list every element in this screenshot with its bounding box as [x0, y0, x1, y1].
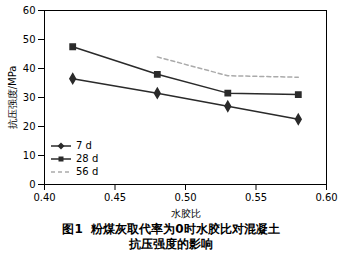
svg-text:水胶比: 水胶比 [171, 208, 201, 219]
svg-text:0.55: 0.55 [245, 192, 267, 203]
html-text:56 d: 56 d [76, 166, 99, 177]
svg-text:0: 0 [29, 179, 35, 190]
svg-text:50: 50 [23, 34, 36, 45]
html-text:图1 粉煤灰取代率为0时水胶比对混凝土: 图1 粉煤灰取代率为0时水胶比对混凝土 [62, 222, 280, 236]
svg-text:10: 10 [23, 150, 36, 161]
svg-text:40: 40 [23, 63, 36, 74]
svg-text:20: 20 [23, 121, 36, 132]
svg-text:30: 30 [23, 92, 36, 103]
svg-text:0.60: 0.60 [315, 192, 337, 203]
html-text:抗压强度的影响: 抗压强度的影响 [129, 237, 213, 251]
svg-text:抗压强度/MPa: 抗压强度/MPa [7, 66, 18, 130]
svg-text:0.40: 0.40 [33, 192, 55, 203]
html-text:7 d: 7 d [76, 140, 92, 151]
html-text:28 d: 28 d [76, 153, 99, 164]
svg-text:60: 60 [23, 5, 36, 16]
svg-text:0.45: 0.45 [104, 192, 126, 203]
svg-text:0.50: 0.50 [174, 192, 196, 203]
